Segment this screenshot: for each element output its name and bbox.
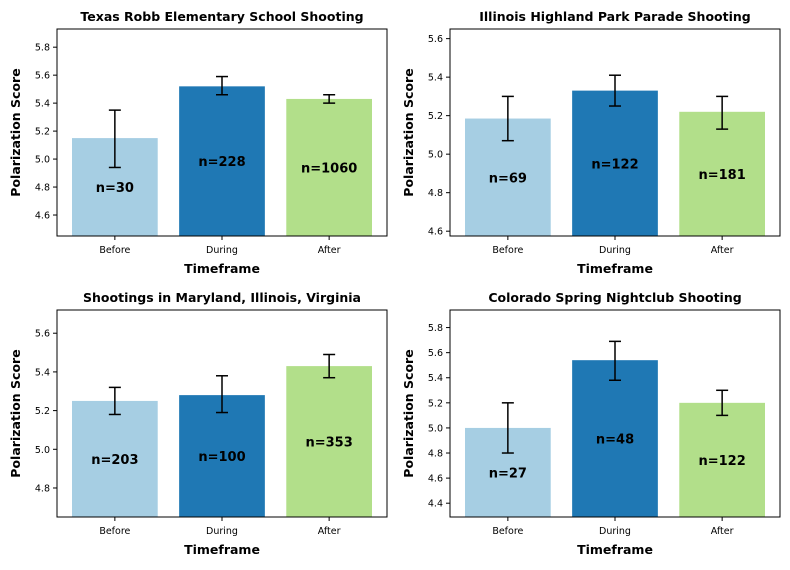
chart-title: Texas Robb Elementary School Shooting xyxy=(80,9,363,24)
bar-during xyxy=(572,360,658,517)
y-tick-label: 5.6 xyxy=(35,329,50,340)
bar-after xyxy=(679,111,765,236)
x-tick-label: During xyxy=(206,245,238,256)
data-label: n=203 xyxy=(91,453,138,468)
x-tick-label: Before xyxy=(99,526,130,537)
y-tick-label: 5.0 xyxy=(35,445,50,456)
y-axis-label: Polarization Score xyxy=(401,349,416,477)
bar-after xyxy=(286,98,372,236)
x-tick-label: After xyxy=(318,245,341,256)
y-tick-label: 5.8 xyxy=(428,323,443,334)
y-tick-label: 4.8 xyxy=(428,449,443,460)
plot-frame xyxy=(56,309,388,518)
y-tick-label: 4.8 xyxy=(35,183,50,194)
y-axis-label: Polarization Score xyxy=(401,68,416,196)
bar-after xyxy=(286,366,372,517)
chart-title: Illinois Highland Park Parade Shooting xyxy=(479,9,751,24)
y-tick-label: 5.6 xyxy=(428,348,443,359)
data-label: n=48 xyxy=(596,433,634,448)
y-tick-label: 5.8 xyxy=(35,43,50,54)
y-tick-label: 4.6 xyxy=(428,227,443,238)
x-axis-label: Timeframe xyxy=(184,542,260,557)
subplot-4: n=27 Before n=48 During n=122 After 4.4 4.6 4.8 5… xyxy=(401,290,781,557)
data-label: n=353 xyxy=(305,436,352,451)
subplot-1: n=30 Before n=228 During n=1060 After 4.6 4.8 5.… xyxy=(8,9,388,276)
y-tick-label: 5.4 xyxy=(35,367,50,378)
chart-title: Shootings in Maryland, Illinois, Virgini… xyxy=(83,290,361,305)
x-tick-label: During xyxy=(599,526,631,537)
bar-during xyxy=(179,395,265,517)
x-tick-label: During xyxy=(206,526,238,537)
x-tick-label: After xyxy=(711,245,734,256)
y-tick-label: 5.6 xyxy=(35,71,50,82)
data-label: n=30 xyxy=(96,181,134,196)
chart-title: Colorado Spring Nightclub Shooting xyxy=(488,290,741,305)
y-tick-label: 5.0 xyxy=(35,155,50,166)
y-tick-label: 4.4 xyxy=(428,499,443,510)
bar-before xyxy=(72,400,158,517)
data-label: n=69 xyxy=(489,171,527,186)
y-tick-label: 5.4 xyxy=(35,99,50,110)
data-label: n=1060 xyxy=(301,161,357,176)
x-axis-label: Timeframe xyxy=(577,542,653,557)
y-tick-label: 4.6 xyxy=(428,474,443,485)
y-tick-label: 4.6 xyxy=(35,211,50,222)
x-axis-label: Timeframe xyxy=(184,261,260,276)
bar-during xyxy=(572,90,658,236)
y-tick-label: 5.0 xyxy=(428,150,443,161)
plot-frame xyxy=(449,309,781,518)
y-tick-label: 4.8 xyxy=(35,483,50,494)
y-tick-label: 5.2 xyxy=(428,398,443,409)
y-tick-label: 5.6 xyxy=(428,34,443,45)
x-tick-label: Before xyxy=(99,245,130,256)
bar-after xyxy=(679,402,765,517)
subplot-3: n=203 Before n=100 During n=353 After 4.8 5.0 5.… xyxy=(8,290,388,557)
x-axis-label: Timeframe xyxy=(577,261,653,276)
bar-during xyxy=(179,86,265,236)
plot-frame xyxy=(56,28,388,237)
y-tick-label: 5.4 xyxy=(428,373,443,384)
data-label: n=122 xyxy=(698,454,745,469)
data-label: n=181 xyxy=(698,168,745,183)
y-tick-label: 5.2 xyxy=(35,127,50,138)
y-tick-label: 4.8 xyxy=(428,188,443,199)
y-tick-label: 5.0 xyxy=(428,423,443,434)
y-tick-label: 5.2 xyxy=(428,111,443,122)
x-tick-label: After xyxy=(711,526,734,537)
y-tick-label: 5.2 xyxy=(35,406,50,417)
data-label: n=27 xyxy=(489,466,527,481)
x-tick-label: During xyxy=(599,245,631,256)
y-axis-label: Polarization Score xyxy=(8,68,23,196)
x-tick-label: After xyxy=(318,526,341,537)
x-tick-label: Before xyxy=(492,526,523,537)
y-axis-label: Polarization Score xyxy=(8,349,23,477)
plot-frame xyxy=(449,28,781,237)
data-label: n=228 xyxy=(198,155,245,170)
data-label: n=122 xyxy=(591,157,638,172)
x-tick-label: Before xyxy=(492,245,523,256)
subplot-2: n=69 Before n=122 During n=181 After 4.6 4.8 5.0… xyxy=(401,9,781,276)
y-tick-label: 5.4 xyxy=(428,73,443,84)
data-label: n=100 xyxy=(198,450,245,465)
